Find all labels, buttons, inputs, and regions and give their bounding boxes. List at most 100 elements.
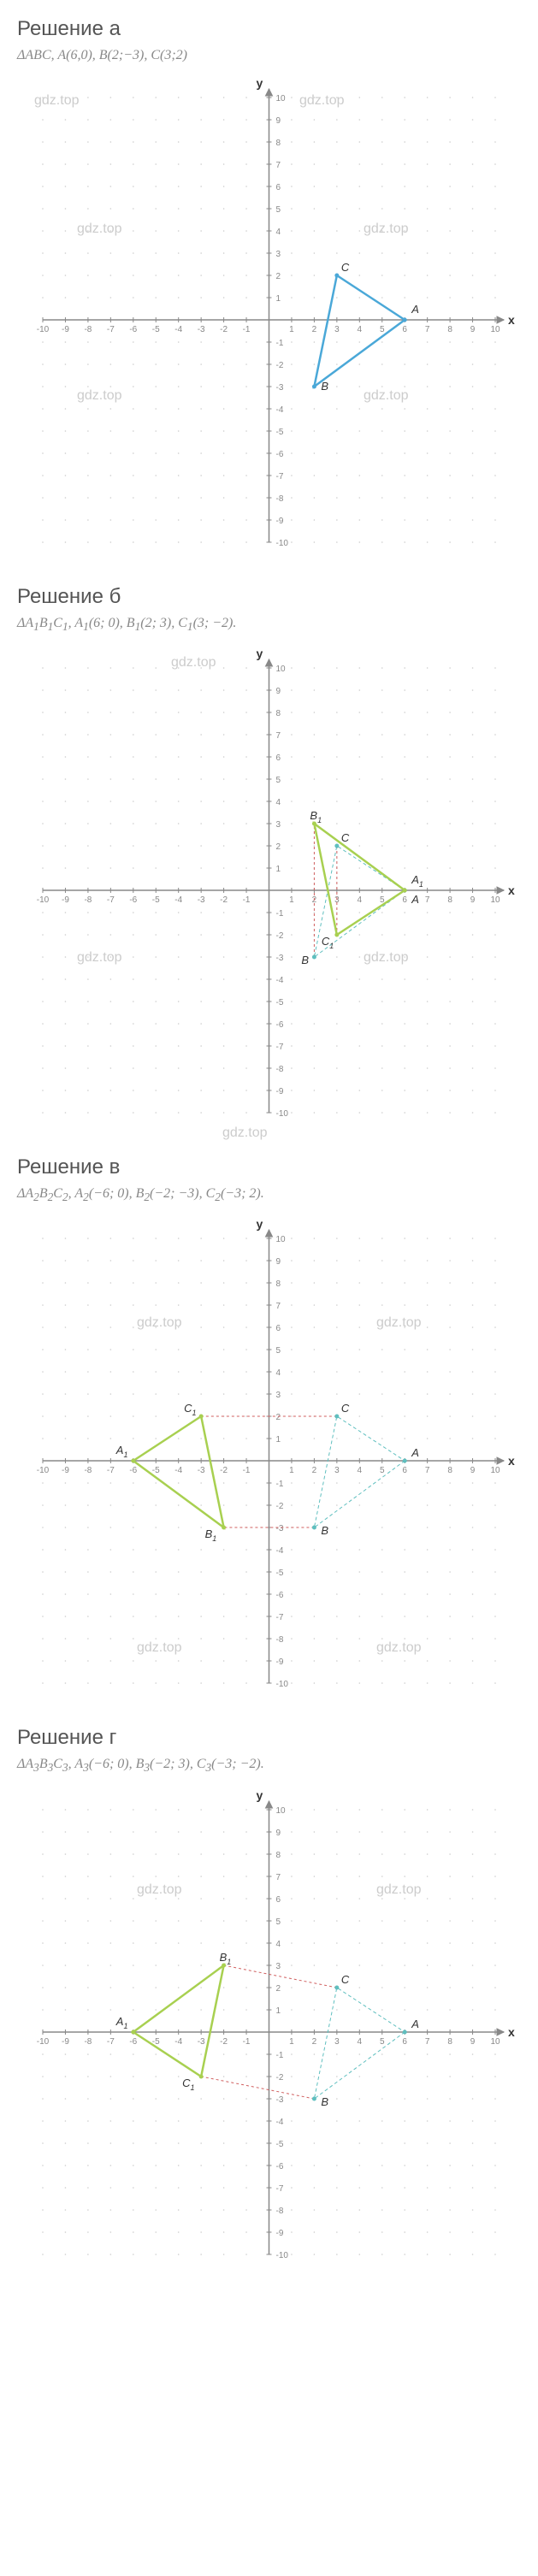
svg-text:-8: -8 <box>276 2207 284 2216</box>
svg-text:-8: -8 <box>84 325 92 334</box>
svg-text:8: 8 <box>276 1279 281 1289</box>
svg-text:-9: -9 <box>62 2037 69 2047</box>
svg-text:-9: -9 <box>62 895 69 905</box>
svg-text:-7: -7 <box>276 1613 284 1622</box>
svg-text:-6: -6 <box>276 1020 284 1030</box>
svg-text:x: x <box>508 1454 515 1468</box>
svg-text:6: 6 <box>276 1324 281 1333</box>
svg-text:10: 10 <box>276 665 287 674</box>
triangle-A1B1C1 <box>133 1965 224 2077</box>
svg-text:x: x <box>508 2025 515 2039</box>
section-title: Решение б <box>17 585 521 609</box>
formula: ΔA1B1C1, A1(6; 0), B1(2; 3), C1(3; −2). <box>17 616 521 634</box>
vertex-label: A <box>411 1446 419 1459</box>
graph-container: -10-9-8-7-6-5-4-3-2-112345678910-10-9-8-… <box>17 1213 521 1709</box>
svg-text:-3: -3 <box>276 383 284 393</box>
svg-text:8: 8 <box>447 895 452 905</box>
svg-text:-5: -5 <box>276 998 284 1007</box>
svg-text:y: y <box>257 76 263 90</box>
svg-text:5: 5 <box>276 1346 281 1356</box>
svg-text:7: 7 <box>276 1302 281 1311</box>
svg-text:-1: -1 <box>276 1480 284 1489</box>
svg-text:4: 4 <box>358 1466 363 1475</box>
svg-text:9: 9 <box>470 895 476 905</box>
svg-text:-4: -4 <box>174 2037 182 2047</box>
svg-text:-2: -2 <box>220 2037 228 2047</box>
section-title: Решение г <box>17 1726 521 1750</box>
graph-container: -10-9-8-7-6-5-4-3-2-112345678910-10-9-8-… <box>17 642 521 1138</box>
svg-text:8: 8 <box>447 2037 452 2047</box>
svg-text:1: 1 <box>289 1466 294 1475</box>
svg-text:-7: -7 <box>107 1466 115 1475</box>
svg-text:x: x <box>508 883 515 897</box>
svg-text:2: 2 <box>276 842 281 852</box>
svg-text:7: 7 <box>425 895 430 905</box>
svg-text:x: x <box>508 313 515 327</box>
svg-text:3: 3 <box>334 2037 340 2047</box>
vertex-label: B1 <box>205 1527 217 1543</box>
svg-text:9: 9 <box>276 116 281 126</box>
svg-text:5: 5 <box>276 776 281 785</box>
svg-text:-10: -10 <box>276 539 289 548</box>
svg-text:8: 8 <box>276 139 281 148</box>
svg-text:y: y <box>257 1217 263 1231</box>
svg-text:-6: -6 <box>276 1591 284 1600</box>
svg-text:-7: -7 <box>276 472 284 482</box>
svg-text:10: 10 <box>490 2037 500 2047</box>
svg-text:5: 5 <box>380 2037 385 2047</box>
svg-text:8: 8 <box>447 325 452 334</box>
svg-text:-8: -8 <box>84 1466 92 1475</box>
vertex-label: C <box>341 1402 350 1415</box>
svg-text:7: 7 <box>425 2037 430 2047</box>
svg-text:-9: -9 <box>62 325 69 334</box>
svg-text:-3: -3 <box>276 954 284 963</box>
coordinate-plane: -10-9-8-7-6-5-4-3-2-112345678910-10-9-8-… <box>17 642 521 1138</box>
vertex-label: A1 <box>115 2015 128 2030</box>
svg-text:-9: -9 <box>276 2229 284 2238</box>
svg-text:-1: -1 <box>243 1466 251 1475</box>
svg-text:-3: -3 <box>198 1466 205 1475</box>
svg-text:8: 8 <box>276 709 281 718</box>
svg-text:7: 7 <box>276 161 281 170</box>
vertex-label: C <box>341 1973 350 1986</box>
section-title: Решение а <box>17 17 521 41</box>
vertex-label: A <box>411 893 419 906</box>
svg-text:-1: -1 <box>243 325 251 334</box>
svg-text:2: 2 <box>276 1984 281 1994</box>
svg-text:-7: -7 <box>107 2037 115 2047</box>
formula: ΔA2B2C2, A2(−6; 0), B2(−2; −3), C2(−3; 2… <box>17 1186 521 1204</box>
vertex-label: B1 <box>310 809 322 824</box>
svg-text:3: 3 <box>276 1962 281 1971</box>
svg-text:-8: -8 <box>276 1065 284 1074</box>
svg-text:7: 7 <box>276 1873 281 1882</box>
svg-text:-6: -6 <box>129 895 137 905</box>
svg-text:-5: -5 <box>276 2140 284 2149</box>
svg-text:-1: -1 <box>276 339 284 348</box>
svg-text:-3: -3 <box>276 2095 284 2105</box>
svg-text:6: 6 <box>402 325 407 334</box>
formula: ΔA3B3C3, A3(−6; 0), B3(−2; 3), C3(−3; −2… <box>17 1757 521 1775</box>
svg-text:-10: -10 <box>37 325 50 334</box>
svg-text:-10: -10 <box>37 895 50 905</box>
svg-text:-4: -4 <box>174 1466 182 1475</box>
vertex-label: C1 <box>184 1402 196 1417</box>
vertex-label: A1 <box>411 873 423 889</box>
svg-text:1: 1 <box>289 895 294 905</box>
svg-text:10: 10 <box>490 1466 500 1475</box>
vertex-label: C1 <box>182 2077 194 2092</box>
svg-text:y: y <box>257 1788 263 1802</box>
svg-text:10: 10 <box>276 94 287 103</box>
vertex-label: A <box>411 2018 419 2030</box>
svg-text:1: 1 <box>276 2006 281 2016</box>
svg-text:y: y <box>257 647 263 660</box>
svg-text:-3: -3 <box>198 325 205 334</box>
svg-text:4: 4 <box>276 798 281 807</box>
svg-text:10: 10 <box>276 1806 287 1816</box>
svg-text:-4: -4 <box>276 1546 284 1556</box>
svg-text:5: 5 <box>276 205 281 215</box>
svg-text:8: 8 <box>447 1466 452 1475</box>
svg-text:5: 5 <box>380 1466 385 1475</box>
svg-text:-3: -3 <box>198 895 205 905</box>
svg-text:-10: -10 <box>276 1680 289 1689</box>
svg-text:-9: -9 <box>276 1657 284 1667</box>
